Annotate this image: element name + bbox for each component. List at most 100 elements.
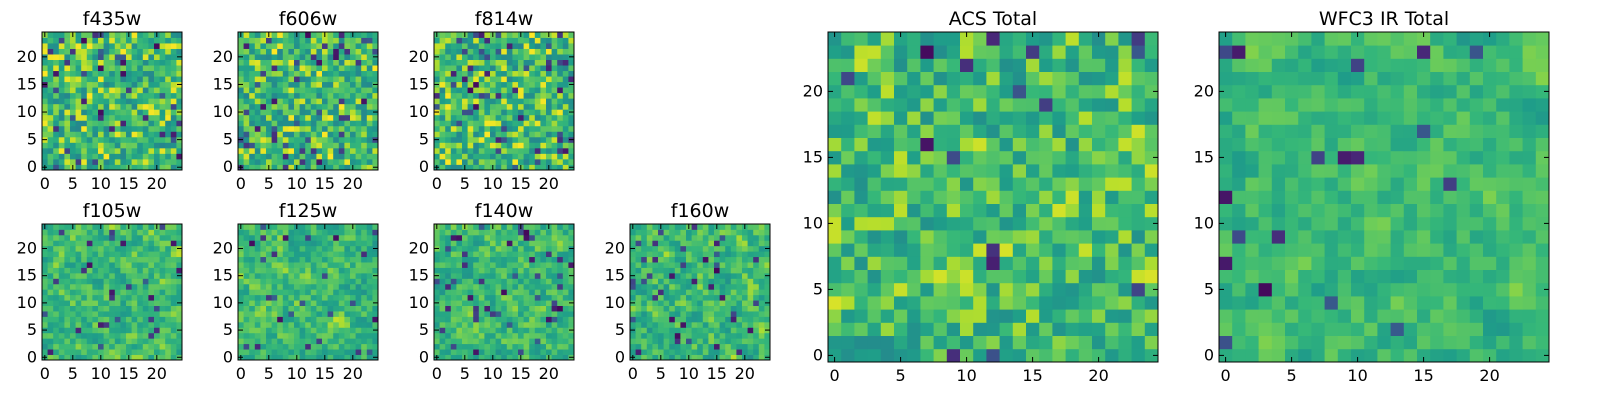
heatmap-cell: [327, 256, 334, 263]
heatmap-cell: [478, 267, 485, 274]
heatmap-cell: [53, 131, 60, 138]
heatmap-cell: [568, 234, 575, 241]
heatmap-cell: [148, 262, 155, 268]
heatmap-cell: [176, 114, 183, 121]
heatmap-cell: [518, 131, 524, 138]
heatmap-cell: [490, 120, 496, 127]
heatmap-cell: [109, 109, 116, 116]
heatmap-cell: [58, 305, 65, 312]
heatmap-cell: [53, 354, 60, 361]
heatmap-cell: [450, 289, 457, 296]
heatmap-cell: [344, 81, 351, 88]
heatmap-cell: [159, 76, 166, 83]
heatmap-cell: [271, 37, 278, 44]
heatmap-cell: [669, 245, 676, 252]
heatmap-cell: [266, 343, 272, 350]
heatmap-cell: [546, 125, 552, 132]
heatmap-cell: [47, 283, 54, 290]
heatmap-cell: [142, 305, 149, 312]
heatmap-cell: [372, 98, 379, 105]
heatmap-cell: [568, 316, 575, 323]
heatmap-cell: [316, 54, 323, 60]
heatmap-cell: [366, 224, 373, 230]
heatmap-cell: [986, 296, 1000, 310]
heatmap-cell: [344, 37, 351, 44]
heatmap-cell: [126, 109, 132, 116]
heatmap-cell: [109, 267, 116, 274]
heatmap-cell: [434, 267, 440, 274]
heatmap-cell: [445, 294, 452, 301]
heatmap-cell: [1039, 203, 1053, 218]
heatmap-cell: [484, 240, 491, 247]
heatmap-cell: [243, 349, 250, 355]
heatmap-cell: [933, 243, 948, 257]
heatmap-cell: [310, 354, 317, 361]
heatmap-cell: [42, 283, 48, 290]
heatmap-cell: [92, 158, 99, 165]
heatmap-cell: [131, 54, 138, 60]
heatmap-cell: [109, 305, 116, 312]
heatmap-cell: [42, 37, 48, 44]
heatmap-cell: [529, 103, 536, 110]
heatmap-cell: [568, 65, 575, 72]
heatmap-cell: [999, 190, 1014, 204]
heatmap-cell: [439, 294, 446, 301]
heatmap-cell: [473, 70, 480, 77]
heatmap-cell: [64, 240, 71, 247]
heatmap-cell: [142, 278, 149, 285]
heatmap-cell: [47, 48, 54, 55]
heatmap-cell: [322, 278, 328, 285]
heatmap-cell: [478, 87, 485, 94]
heatmap-cell: [1052, 243, 1066, 257]
heatmap-cell: [719, 327, 726, 334]
heatmap-cell: [841, 164, 855, 178]
heatmap-cell: [159, 354, 166, 361]
heatmap-cell: [456, 54, 463, 60]
heatmap-cell: [294, 43, 300, 49]
heatmap-cell: [506, 234, 513, 241]
heatmap-cell: [176, 316, 183, 323]
heatmap-cell: [75, 142, 82, 149]
heatmap-cell: [170, 32, 177, 38]
heatmap-cell: [753, 256, 760, 263]
heatmap-cell: [490, 153, 496, 160]
heatmap-cell: [310, 147, 317, 154]
heatmap-cell: [366, 240, 373, 247]
heatmap-cell: [249, 349, 256, 355]
heatmap-cell: [946, 296, 961, 310]
heatmap-cell: [81, 316, 88, 323]
heatmap-cell: [1039, 164, 1053, 178]
heatmap-cell: [854, 256, 868, 270]
heatmap-cell: [277, 294, 284, 301]
heatmap-cell: [109, 311, 116, 317]
heatmap-cell: [697, 251, 704, 258]
heatmap-cell: [288, 327, 295, 334]
heatmap-cell: [702, 294, 709, 301]
heatmap-cell: [641, 229, 648, 236]
heatmap-cell: [148, 37, 155, 44]
heatmap-cell: [747, 245, 754, 252]
heatmap-cell: [305, 224, 312, 230]
heatmap-cell: [439, 109, 446, 116]
heatmap-cell: [344, 300, 351, 306]
heatmap-cell: [490, 76, 496, 83]
heatmap-cell: [316, 338, 323, 345]
heatmap-cell: [355, 153, 362, 160]
heatmap-cell: [894, 309, 908, 323]
heatmap-cell: [266, 234, 272, 241]
heatmap-cell: [47, 224, 54, 230]
heatmap-cell: [658, 327, 664, 334]
heatmap-cell: [518, 338, 524, 345]
heatmap-cell: [450, 251, 457, 258]
heatmap-cell: [523, 332, 530, 339]
heatmap-cell: [277, 136, 284, 143]
heatmap-cell: [736, 289, 743, 296]
heatmap-cell: [658, 305, 664, 312]
heatmap-cell: [725, 245, 732, 252]
heatmap-cell: [64, 81, 71, 88]
heatmap-cell: [260, 48, 267, 55]
heatmap-cell: [271, 65, 278, 72]
heatmap-cell: [490, 114, 496, 121]
heatmap-cell: [708, 262, 715, 268]
heatmap-cell: [170, 267, 177, 274]
